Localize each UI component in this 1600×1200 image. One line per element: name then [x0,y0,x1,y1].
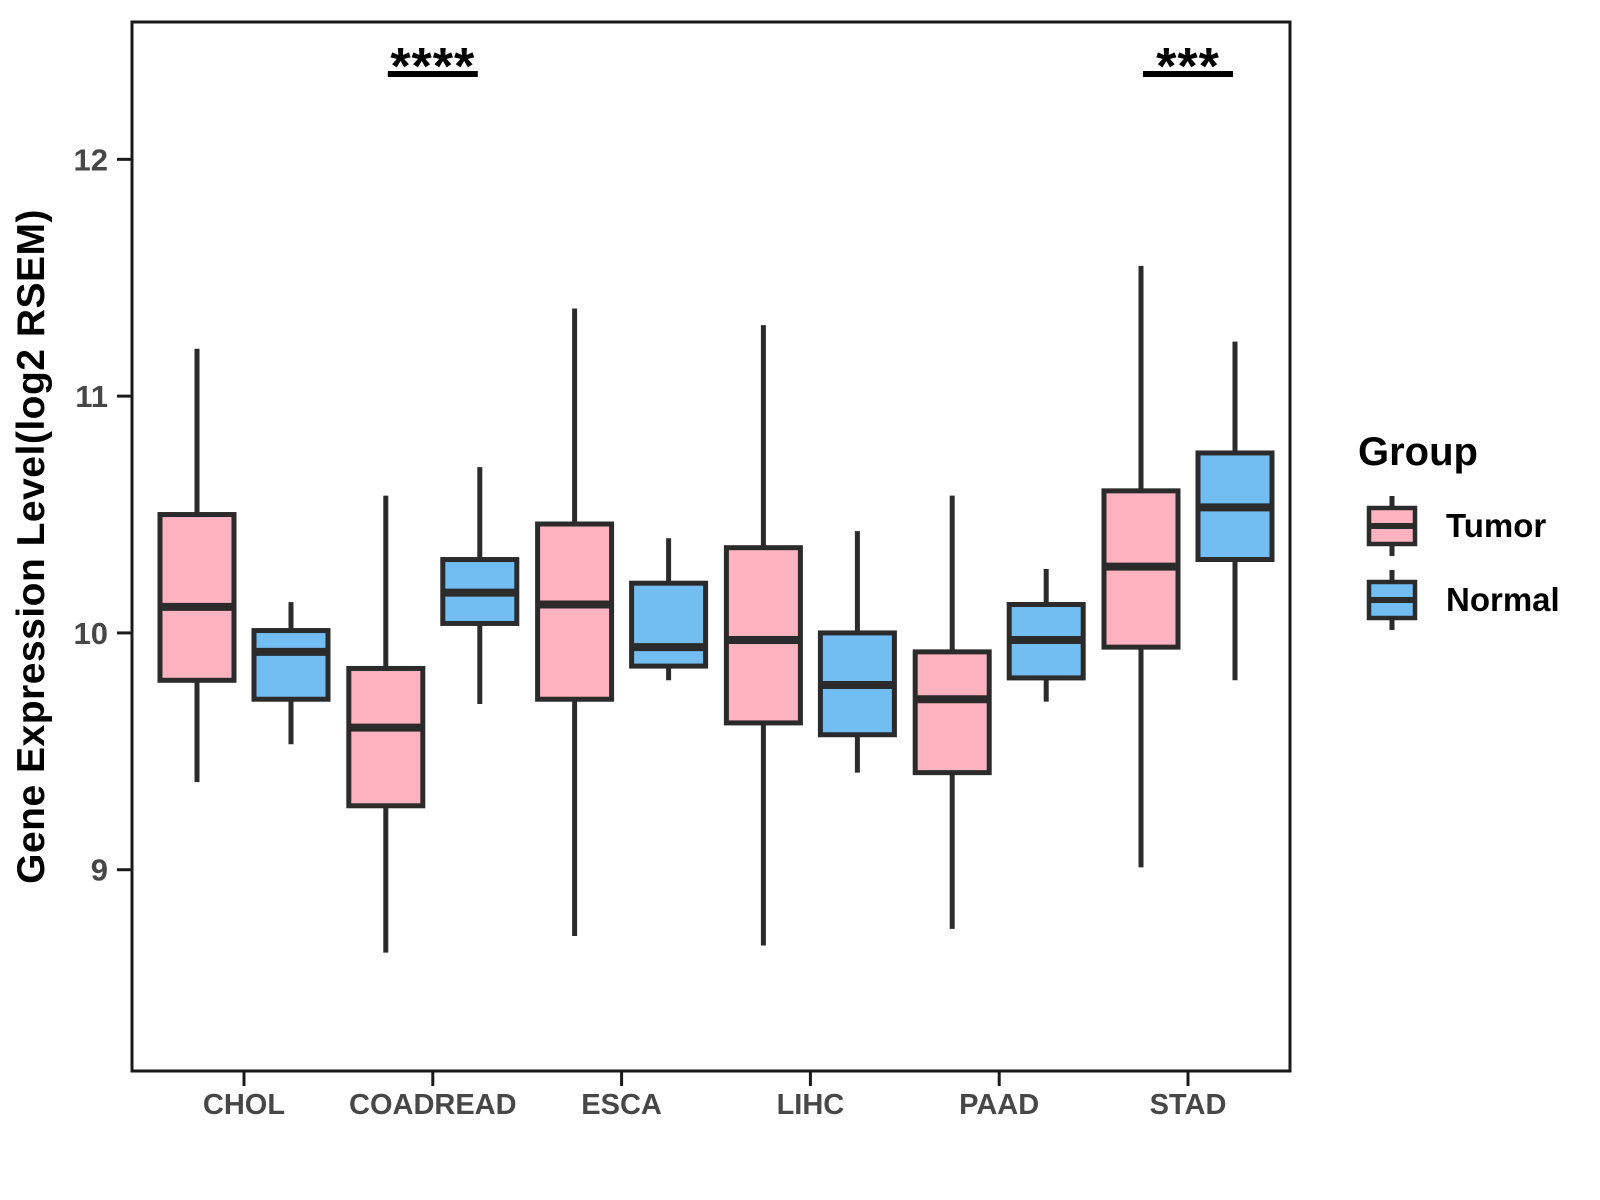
x-tick-label-esca: ESCA [581,1089,662,1121]
box-tumor-paad [912,649,992,776]
box-tumor-chol [157,512,237,683]
x-tick-label-chol: CHOL [203,1089,285,1121]
legend-title: Group [1358,430,1478,474]
x-tick-label-stad: STAD [1150,1089,1227,1121]
legend-item-tumor: Tumor [1325,493,1560,559]
y-tick-label: 12 [74,142,108,177]
box-tumor-lihc [723,545,803,726]
y-axis-title-text: Gene Expression Level(log2 RSEM) [10,209,53,884]
box-tumor-esca [535,521,615,702]
legend: Group Tumor Normal [1325,430,1560,641]
box-normal-chol [251,628,331,702]
x-tick-label-lihc: LIHC [777,1089,845,1121]
x-tick-label-paad: PAAD [959,1089,1039,1121]
tumor-boxplot-glyph-icon [1366,496,1418,556]
panel-border [130,20,1292,1073]
y-tick-label: 10 [74,616,108,651]
legend-item-normal: Normal [1325,567,1560,633]
box-normal-esca [629,580,709,669]
y-axis-title: Gene Expression Level(log2 RSEM) [6,22,58,1071]
x-tick-label-coadread: COADREAD [349,1089,517,1121]
normal-boxplot-glyph-icon [1366,570,1418,630]
significance-stars-coadread: **** [390,38,475,96]
y-tick-label: 9 [91,853,108,888]
legend-label-tumor: Tumor [1446,507,1547,544]
significance-stars-stad: *** [1156,38,1220,96]
box-tumor-coadread [346,665,426,809]
y-tick-label: 11 [75,379,108,414]
legend-label-normal: Normal [1446,581,1560,618]
